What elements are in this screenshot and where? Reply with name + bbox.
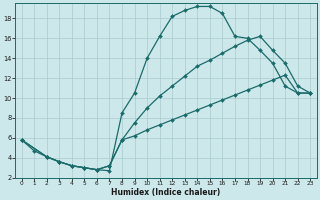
X-axis label: Humidex (Indice chaleur): Humidex (Indice chaleur) (111, 188, 220, 197)
